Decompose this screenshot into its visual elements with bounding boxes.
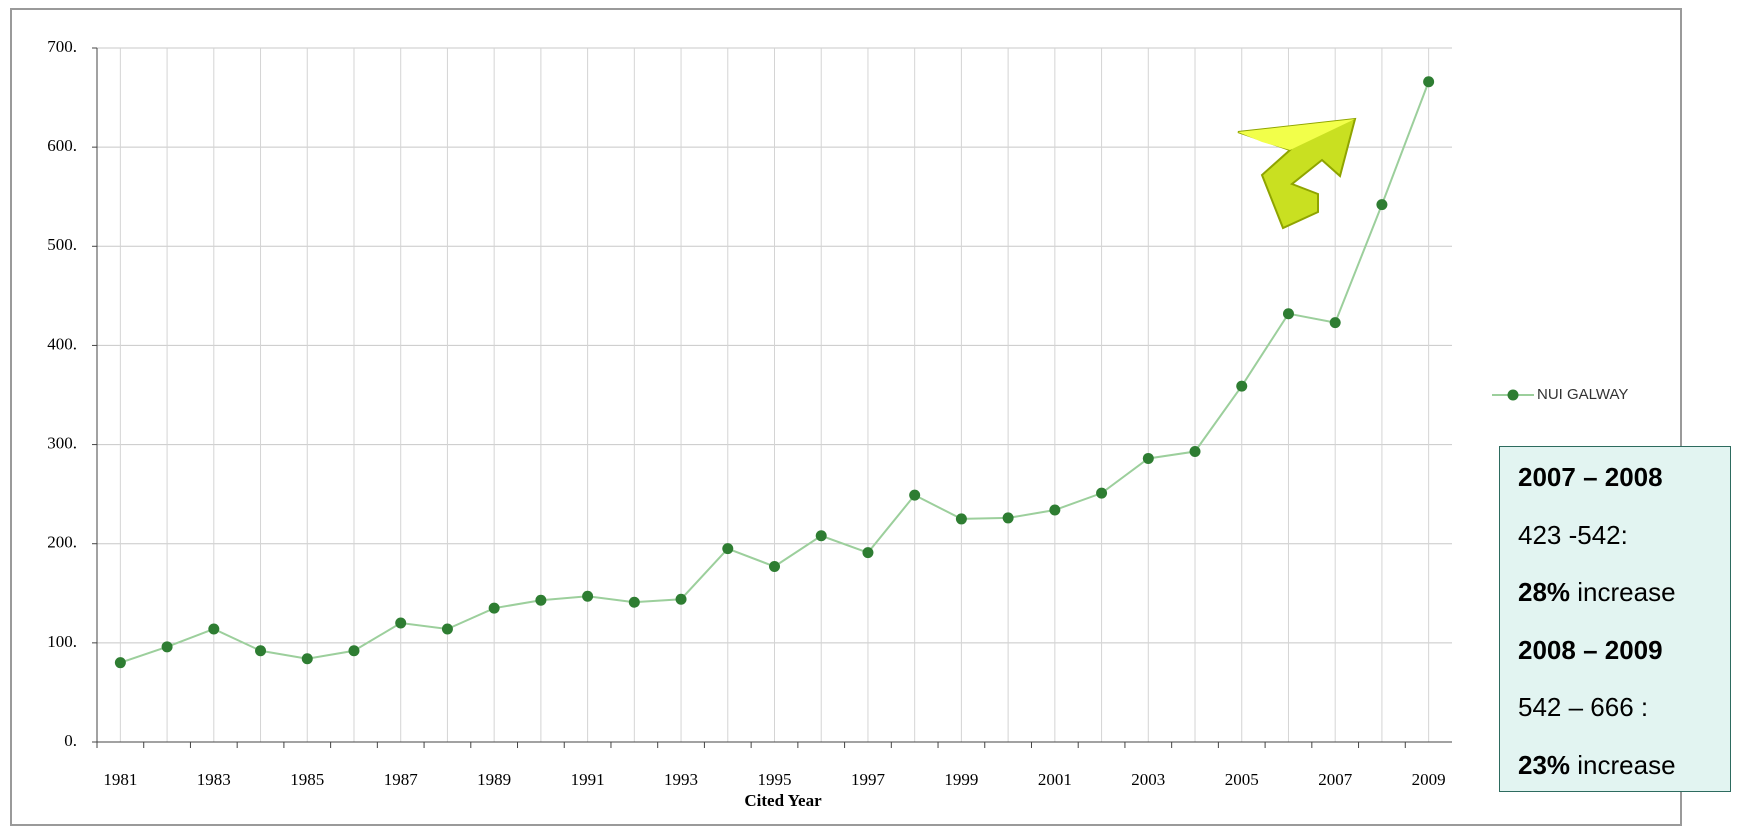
data-point bbox=[255, 645, 266, 656]
data-point bbox=[676, 594, 687, 605]
x-tick-label: 1993 bbox=[664, 770, 698, 789]
x-tick-label: 1997 bbox=[851, 770, 886, 789]
chart-frame bbox=[11, 9, 1681, 825]
y-tick-label: 500. bbox=[47, 235, 77, 254]
data-point bbox=[862, 547, 873, 558]
data-point bbox=[115, 657, 126, 668]
data-point bbox=[722, 543, 733, 554]
annotation-text: increase bbox=[1570, 750, 1676, 780]
data-point bbox=[1283, 308, 1294, 319]
x-tick-label: 2005 bbox=[1225, 770, 1259, 789]
data-point bbox=[629, 597, 640, 608]
data-point bbox=[1190, 446, 1201, 457]
data-point bbox=[302, 653, 313, 664]
data-point bbox=[489, 603, 500, 614]
y-tick-label: 600. bbox=[47, 136, 77, 155]
x-tick-label: 1989 bbox=[477, 770, 511, 789]
y-tick-label: 200. bbox=[47, 533, 77, 552]
data-point bbox=[395, 618, 406, 629]
annotation-text: 28% bbox=[1518, 577, 1570, 607]
data-point bbox=[1330, 317, 1341, 328]
annotation-line: 2008 – 2009 bbox=[1518, 630, 1730, 688]
data-point bbox=[909, 490, 920, 501]
annotation-text: 23% bbox=[1518, 750, 1570, 780]
annotation-line: 23% increase bbox=[1518, 745, 1730, 803]
annotation-text: 2008 – 2009 bbox=[1518, 635, 1663, 665]
page: {"chart_data": {"type": "line", "x_label… bbox=[0, 0, 1749, 834]
annotation-box: 2007 – 2008 423 -542: 28% increase 2008 – 2… bbox=[1499, 446, 1731, 792]
y-tick-label: 400. bbox=[47, 334, 77, 353]
x-tick-label: 1999 bbox=[944, 770, 978, 789]
data-point bbox=[1376, 199, 1387, 210]
x-tick-label: 1995 bbox=[758, 770, 792, 789]
x-tick-label: 2009 bbox=[1412, 770, 1446, 789]
data-point bbox=[769, 561, 780, 572]
y-tick-label: 700. bbox=[47, 37, 77, 56]
data-point bbox=[1423, 76, 1434, 87]
data-point bbox=[1143, 453, 1154, 464]
data-point bbox=[348, 645, 359, 656]
chart: Cited Year 0. 100. 200. 300. 400. 500. 600. 700… bbox=[0, 0, 1749, 834]
legend-marker bbox=[1508, 390, 1519, 401]
annotation-line: 28% increase bbox=[1518, 572, 1730, 630]
data-point bbox=[816, 530, 827, 541]
y-tick-label: 100. bbox=[47, 632, 77, 651]
data-point bbox=[582, 591, 593, 602]
annotation-line: 2007 – 2008 bbox=[1518, 457, 1730, 515]
data-point bbox=[1236, 381, 1247, 392]
data-point bbox=[1049, 505, 1060, 516]
data-point bbox=[535, 595, 546, 606]
annotation-text: 423 -542: bbox=[1518, 520, 1628, 550]
annotation-line: 423 -542: bbox=[1518, 515, 1730, 573]
data-point bbox=[1003, 512, 1014, 523]
y-tick-label: 0. bbox=[64, 731, 77, 750]
data-point bbox=[1096, 488, 1107, 499]
x-tick-label: 1987 bbox=[384, 770, 419, 789]
x-tick-label: 1985 bbox=[290, 770, 324, 789]
data-point bbox=[956, 513, 967, 524]
x-tick-label: 1983 bbox=[197, 770, 231, 789]
x-tick-label: 1981 bbox=[103, 770, 137, 789]
annotation-line: 542 – 666 : bbox=[1518, 687, 1730, 745]
annotation-text: 2007 – 2008 bbox=[1518, 462, 1663, 492]
x-tick-label: 2001 bbox=[1038, 770, 1072, 789]
legend-label: NUI GALWAY bbox=[1537, 386, 1628, 403]
y-tick-label: 300. bbox=[47, 433, 77, 452]
annotation-text: 542 – 666 : bbox=[1518, 692, 1648, 722]
annotation-text: increase bbox=[1570, 577, 1676, 607]
data-point bbox=[442, 623, 453, 634]
data-point bbox=[208, 623, 219, 634]
data-point bbox=[162, 641, 173, 652]
x-tick-label: 2007 bbox=[1318, 770, 1353, 789]
x-tick-label: 2003 bbox=[1131, 770, 1165, 789]
x-tick-label: 1991 bbox=[571, 770, 605, 789]
x-axis-title: Cited Year bbox=[744, 791, 822, 810]
